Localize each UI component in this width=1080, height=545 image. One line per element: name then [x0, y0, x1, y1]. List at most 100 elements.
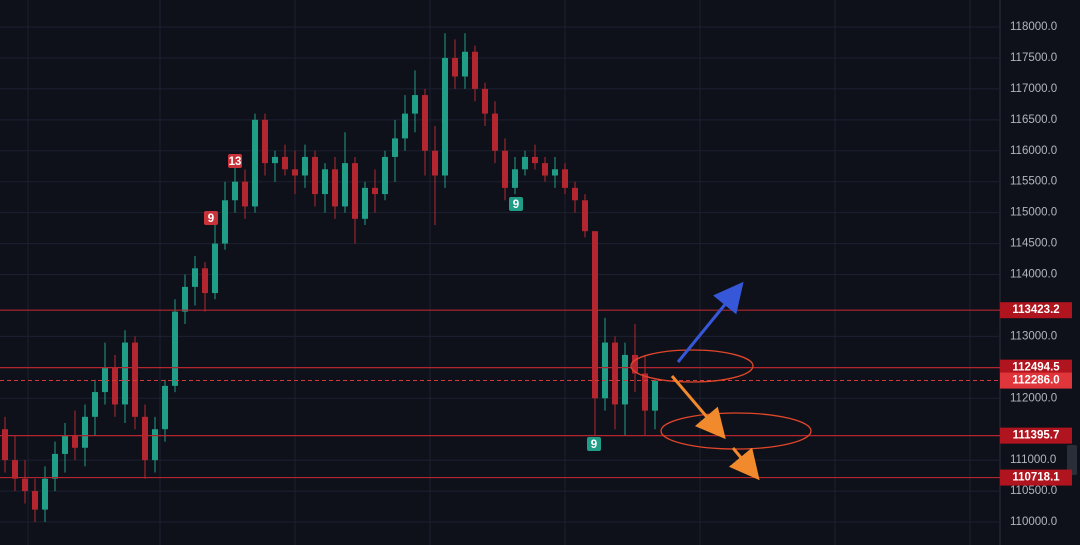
- candle-body: [342, 163, 348, 207]
- y-tick-label: 113000.0: [1010, 330, 1057, 342]
- level-label: 110718.1: [1012, 472, 1060, 484]
- candle-body: [572, 187, 578, 201]
- y-tick-label: 110500.0: [1010, 485, 1057, 497]
- signal-label: 9: [208, 213, 214, 225]
- candle-body: [502, 150, 508, 188]
- time-grid: [27, 0, 971, 545]
- candle-body: [192, 268, 198, 287]
- candle-body: [212, 243, 218, 294]
- candle-body: [122, 342, 128, 405]
- y-tick-label: 116500.0: [1010, 114, 1057, 126]
- y-tick-label: 114000.0: [1010, 269, 1057, 281]
- candle-body: [112, 367, 118, 405]
- candle-body: [202, 268, 208, 294]
- candle-body: [232, 181, 238, 201]
- y-tick-label: 115500.0: [1010, 176, 1057, 188]
- candle-body: [222, 200, 228, 244]
- candle-body: [382, 156, 388, 195]
- current-price-label: 112286.0: [1012, 375, 1059, 387]
- arrow-up: [676, 281, 744, 363]
- candle-body: [472, 51, 478, 89]
- candle-body: [2, 429, 8, 461]
- signal-badge: [228, 154, 242, 168]
- candle-body: [482, 88, 488, 114]
- signal-badge: [204, 211, 218, 225]
- candle-body: [532, 156, 538, 164]
- scroll-handle[interactable]: [1067, 445, 1077, 475]
- candle-body: [242, 181, 248, 207]
- candle-body: [82, 416, 88, 448]
- current-price-box: [1000, 372, 1072, 389]
- candle-body: [332, 169, 338, 207]
- candle-body: [612, 342, 618, 405]
- candle-body: [602, 342, 608, 399]
- candle-body: [622, 354, 628, 405]
- candle-body: [172, 311, 178, 386]
- candle-body: [542, 163, 548, 176]
- candle-body: [652, 380, 658, 411]
- candle-body: [372, 187, 378, 195]
- y-tick-label: 114500.0: [1010, 238, 1057, 250]
- candle-body: [352, 163, 358, 219]
- candle-body: [272, 156, 278, 164]
- y-tick-label: 110000.0: [1010, 516, 1057, 528]
- level-label: 113423.2: [1012, 304, 1059, 316]
- candle-body: [592, 231, 598, 399]
- level-label-box: [1000, 469, 1072, 486]
- candle-body: [22, 478, 28, 492]
- candle-body: [392, 138, 398, 157]
- signal-label: 9: [513, 199, 519, 211]
- candle-body: [292, 169, 298, 176]
- candle-body: [632, 354, 638, 374]
- level-label-box: [1000, 427, 1072, 444]
- candle-body: [162, 385, 168, 430]
- y-tick-label: 118000.0: [1010, 21, 1057, 33]
- candle-body: [152, 429, 158, 461]
- candle-body: [12, 460, 18, 479]
- candle-body: [562, 169, 568, 188]
- candle-body: [492, 113, 498, 151]
- candle-body: [92, 392, 98, 417]
- level-label: 111395.7: [1013, 430, 1060, 442]
- candle-body: [462, 51, 468, 77]
- candle-body: [442, 57, 448, 176]
- candle-body: [322, 169, 328, 195]
- level-label: 112494.5: [1012, 362, 1060, 374]
- signal-badge: [509, 197, 523, 211]
- candle-body: [642, 373, 648, 411]
- candle-body: [282, 156, 288, 170]
- candle-body: [142, 416, 148, 461]
- candle-body: [452, 57, 458, 77]
- candle-body: [422, 95, 428, 151]
- candle-body: [42, 478, 48, 510]
- candle-body: [312, 156, 318, 195]
- candle-body: [412, 95, 418, 114]
- candle-body: [132, 342, 138, 417]
- candle-body: [72, 435, 78, 448]
- signal-badge: [587, 437, 601, 451]
- highlight-ellipse: [630, 349, 754, 383]
- candle-body: [102, 367, 108, 393]
- candle-body: [302, 156, 308, 176]
- y-tick-label: 111000.0: [1010, 454, 1056, 466]
- candle-body: [362, 187, 368, 219]
- y-tick-label: 116000.0: [1010, 145, 1057, 157]
- candle-body: [62, 435, 68, 454]
- candle-body: [262, 119, 268, 164]
- candle-body: [252, 119, 258, 207]
- signal-label: 9: [591, 439, 597, 451]
- arrow-down: [728, 447, 760, 481]
- level-label-box: [1000, 302, 1072, 319]
- candle-body: [512, 169, 518, 188]
- candle-body: [552, 169, 558, 176]
- y-tick-label: 117000.0: [1010, 83, 1057, 95]
- level-label-box: [1000, 359, 1072, 376]
- candle-body: [402, 113, 408, 139]
- candle-body: [182, 286, 188, 312]
- candle-body: [52, 453, 58, 479]
- candle-body: [582, 200, 588, 232]
- y-tick-label: 115000.0: [1010, 207, 1057, 219]
- y-tick-label: 117500.0: [1010, 52, 1057, 64]
